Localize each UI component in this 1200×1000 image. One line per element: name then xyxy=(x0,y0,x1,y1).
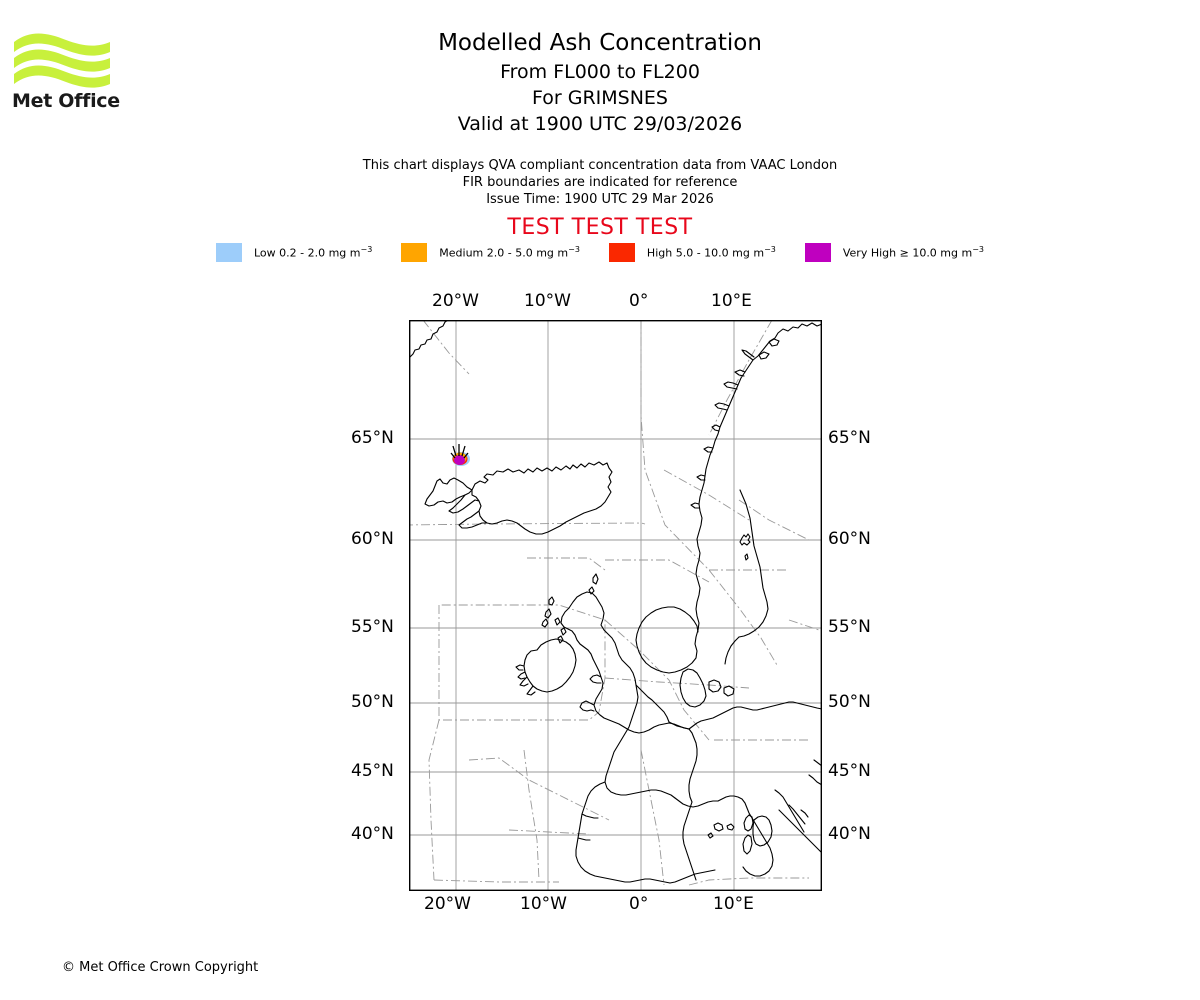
coastline-france-west xyxy=(604,684,676,799)
lon-label-bottom-10e: 10°E xyxy=(713,894,754,914)
lon-label-bottom-20w: 20°W xyxy=(424,894,471,914)
page-title: Modelled Ash Concentration xyxy=(438,30,762,56)
lat-label-right-40n: 40°N xyxy=(828,824,871,844)
lat-label-left-50n: 50°N xyxy=(351,692,394,712)
lon-label-bottom-0: 0° xyxy=(629,894,649,914)
coastline-iberia-west xyxy=(575,781,671,884)
ash-plume xyxy=(450,444,470,466)
map-frame xyxy=(409,320,822,891)
legend-label-low: Low 0.2 - 2.0 mg m−3 xyxy=(253,245,373,260)
coastline-faroe xyxy=(739,533,751,546)
title-block: Modelled Ash Concentration From FL000 to… xyxy=(0,28,1200,137)
lat-label-left-40n: 40°N xyxy=(351,824,394,844)
legend-item-low: Low 0.2 - 2.0 mg m−3 xyxy=(215,243,373,262)
flight-level-line: From FL000 to FL200 xyxy=(500,61,700,83)
legend-label-high: High 5.0 - 10.0 mg m−3 xyxy=(646,245,776,260)
ash-source-marker xyxy=(450,444,469,459)
map-background xyxy=(409,320,822,891)
volcano-name-line: For GRIMSNES xyxy=(532,87,668,109)
legend-swatch-very-high xyxy=(804,243,831,262)
lon-label-bottom-10w: 10°W xyxy=(520,894,567,914)
test-banner: TEST TEST TEST xyxy=(507,215,693,240)
lat-label-left-45n: 45°N xyxy=(351,761,394,781)
lat-label-right-65n: 65°N xyxy=(828,428,871,448)
coastline-greenland xyxy=(409,320,449,359)
coastline-faroe-south xyxy=(744,553,749,561)
subtitle-block: This chart displays QVA compliant concen… xyxy=(0,157,1200,208)
met-office-logo-text: Met Office xyxy=(12,90,120,112)
coastline-england-east xyxy=(635,684,670,723)
lat-label-left-60n: 60°N xyxy=(351,529,394,549)
legend-item-very-high: Very High ≥ 10.0 mg m−3 xyxy=(804,243,985,262)
qva-note: This chart displays QVA compliant concen… xyxy=(362,158,838,173)
legend-label-very-high: Very High ≥ 10.0 mg m−3 xyxy=(842,245,985,260)
coastline-iceland-sw-coast xyxy=(448,494,480,514)
lat-label-right-45n: 45°N xyxy=(828,761,871,781)
legend-label-medium: Medium 2.0 - 5.0 mg m−3 xyxy=(439,245,580,260)
legend-item-high: High 5.0 - 10.0 mg m−3 xyxy=(608,243,776,262)
lon-label-top-10w: 10°W xyxy=(524,291,571,311)
coastline-westfjords xyxy=(424,477,473,507)
ash-plume-very-high xyxy=(454,455,465,465)
coastline-ireland xyxy=(523,638,577,693)
lat-label-left-55n: 55°N xyxy=(351,617,394,637)
issue-time: Issue Time: 1900 UTC 29 Mar 2026 xyxy=(486,192,714,207)
lon-label-top-0: 0° xyxy=(629,291,649,311)
lon-label-top-20w: 20°W xyxy=(432,291,479,311)
lat-label-right-60n: 60°N xyxy=(828,529,871,549)
lat-label-left-65n: 65°N xyxy=(351,428,394,448)
ash-concentration-map[interactable] xyxy=(409,320,822,891)
copyright-text: © Met Office Crown Copyright xyxy=(62,960,259,975)
coastline-england-south xyxy=(592,658,690,734)
legend-item-medium: Medium 2.0 - 5.0 mg m−3 xyxy=(401,243,580,262)
legend: Low 0.2 - 2.0 mg m−3 Medium 2.0 - 5.0 mg… xyxy=(0,243,1200,262)
legend-swatch-medium xyxy=(401,243,428,262)
legend-swatch-low xyxy=(215,243,242,262)
coastline-scotland-west xyxy=(560,607,594,660)
lon-label-top-10e: 10°E xyxy=(711,291,752,311)
map-canvas[interactable] xyxy=(409,320,822,891)
coastline-sweden-east xyxy=(738,489,769,638)
legend-swatch-high xyxy=(608,243,635,262)
lat-label-right-55n: 55°N xyxy=(828,617,871,637)
lat-label-right-50n: 50°N xyxy=(828,692,871,712)
fir-boundaries xyxy=(409,320,820,886)
coastline-scotland-east xyxy=(568,591,637,686)
valid-time-line: Valid at 1900 UTC 29/03/2026 xyxy=(457,113,743,135)
fir-note: FIR boundaries are indicated for referen… xyxy=(462,175,738,190)
coastline-iceland xyxy=(471,461,613,535)
met-office-waves-icon xyxy=(14,33,110,88)
met-office-logo xyxy=(12,28,122,118)
coastline-nw-europe xyxy=(688,701,822,730)
coastline-italy xyxy=(717,795,774,877)
coastlines xyxy=(409,320,822,884)
coastline-reykjanes xyxy=(458,510,488,529)
coastline-denmark xyxy=(679,668,707,708)
